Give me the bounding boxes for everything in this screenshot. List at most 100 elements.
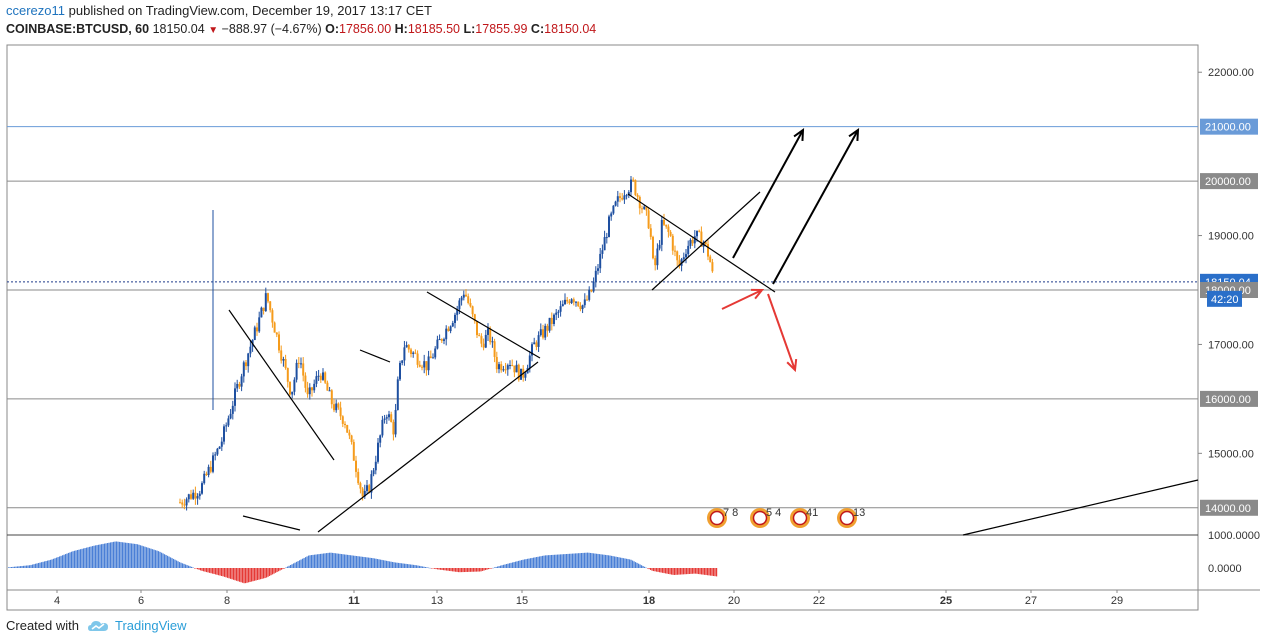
osc-bar [297, 561, 299, 568]
osc-bar [159, 551, 161, 568]
candle-body [218, 446, 221, 449]
osc-bar [261, 568, 263, 579]
candle-body [542, 329, 544, 338]
osc-bar [560, 554, 562, 568]
candle-body [407, 345, 410, 350]
osc-bar [83, 548, 85, 568]
trend-line[interactable] [651, 191, 761, 291]
osc-bar [230, 568, 232, 579]
x-tick-label: 27 [1025, 595, 1037, 607]
osc-bar [137, 544, 139, 568]
osc-bar [402, 563, 404, 568]
trend-line[interactable] [359, 349, 391, 363]
candle-body [429, 356, 432, 359]
bull-arrow-1[interactable] [732, 129, 804, 259]
trend-line[interactable] [426, 291, 541, 359]
osc-bar [248, 568, 250, 583]
osc-bar [129, 543, 131, 568]
osc-bar [656, 568, 658, 572]
osc-bar [375, 558, 377, 568]
event-bubble[interactable]: 7 8 [707, 507, 738, 528]
osc-bar [204, 568, 206, 572]
event-bubble[interactable]: 41 [790, 507, 818, 528]
candle-body [645, 206, 648, 211]
candle-body [363, 490, 366, 497]
symbol-label: COINBASE:BTCUSD, 60 [6, 22, 150, 36]
candle-body [264, 293, 267, 312]
osc-bar [177, 561, 179, 568]
osc-bar [365, 557, 367, 568]
candle-body [185, 499, 188, 506]
osc-bar [411, 564, 413, 568]
osc-bar [707, 568, 709, 576]
osc-bar [125, 542, 127, 568]
tradingview-link[interactable]: TradingView [87, 618, 187, 633]
osc-bar [677, 568, 679, 575]
trend-line[interactable] [242, 515, 301, 531]
osc-bar [464, 568, 466, 573]
trend-line[interactable] [228, 309, 335, 461]
candle-body [445, 328, 448, 340]
osc-bar [245, 568, 247, 584]
osc-bar [455, 568, 457, 572]
osc-bar [219, 568, 221, 576]
level-label-20000.00: 20000.00 [1205, 176, 1251, 188]
osc-bar [267, 568, 269, 577]
candle-body [438, 339, 441, 341]
osc-bar [524, 559, 526, 568]
candle-body [278, 334, 280, 351]
bull-arrow-2[interactable] [772, 129, 859, 285]
candle-body [700, 231, 703, 247]
candle-body [612, 205, 615, 214]
osc-bar [332, 552, 334, 568]
candle-body [432, 357, 434, 359]
candle-body [504, 369, 507, 371]
osc-bar [390, 561, 392, 568]
event-bubble[interactable]: 5 4 [750, 507, 781, 528]
osc-bar [299, 560, 301, 568]
osc-bar [123, 542, 125, 568]
candle-body [231, 405, 234, 414]
osc-bar [27, 565, 29, 568]
osc-bar [716, 568, 718, 577]
osc-bar [218, 568, 220, 576]
osc-bar [51, 559, 53, 568]
osc-bar [140, 545, 142, 568]
osc-bar [441, 568, 443, 570]
trend-line[interactable] [317, 361, 539, 533]
osc-bar [423, 566, 425, 568]
candle-body [550, 317, 553, 324]
y-tick-label: 15000.00 [1208, 448, 1254, 460]
event-bubble-count: 13 [853, 507, 865, 519]
osc-bar [596, 553, 598, 568]
osc-bar [213, 568, 215, 575]
osc-bar [35, 563, 37, 568]
osc-bar [149, 548, 151, 568]
trend-line[interactable] [962, 479, 1199, 536]
osc-bar [17, 566, 19, 568]
candle-body [418, 364, 421, 367]
last-price: 18150.04 [152, 22, 205, 36]
event-bubble[interactable]: 13 [837, 507, 865, 528]
osc-bar [554, 554, 556, 568]
candle-body [652, 236, 654, 259]
osc-bar [585, 552, 587, 568]
candle-body [671, 235, 674, 251]
candle-body [421, 366, 423, 368]
osc-bar [333, 553, 335, 568]
candle-body [649, 228, 652, 237]
trend-line[interactable] [627, 193, 776, 293]
osc-bar [566, 553, 568, 568]
bear-arrow[interactable] [767, 293, 796, 371]
osc-bar [201, 568, 203, 571]
osc-bar [195, 568, 197, 569]
osc-bar [633, 561, 635, 568]
retest-arrow[interactable] [721, 289, 763, 310]
osc-bar [438, 568, 440, 570]
osc-bar [294, 562, 296, 568]
candle-body [361, 488, 364, 497]
author-link[interactable]: ccerezo11 [6, 3, 66, 18]
osc-bar [81, 548, 83, 568]
candle-body [242, 362, 245, 377]
